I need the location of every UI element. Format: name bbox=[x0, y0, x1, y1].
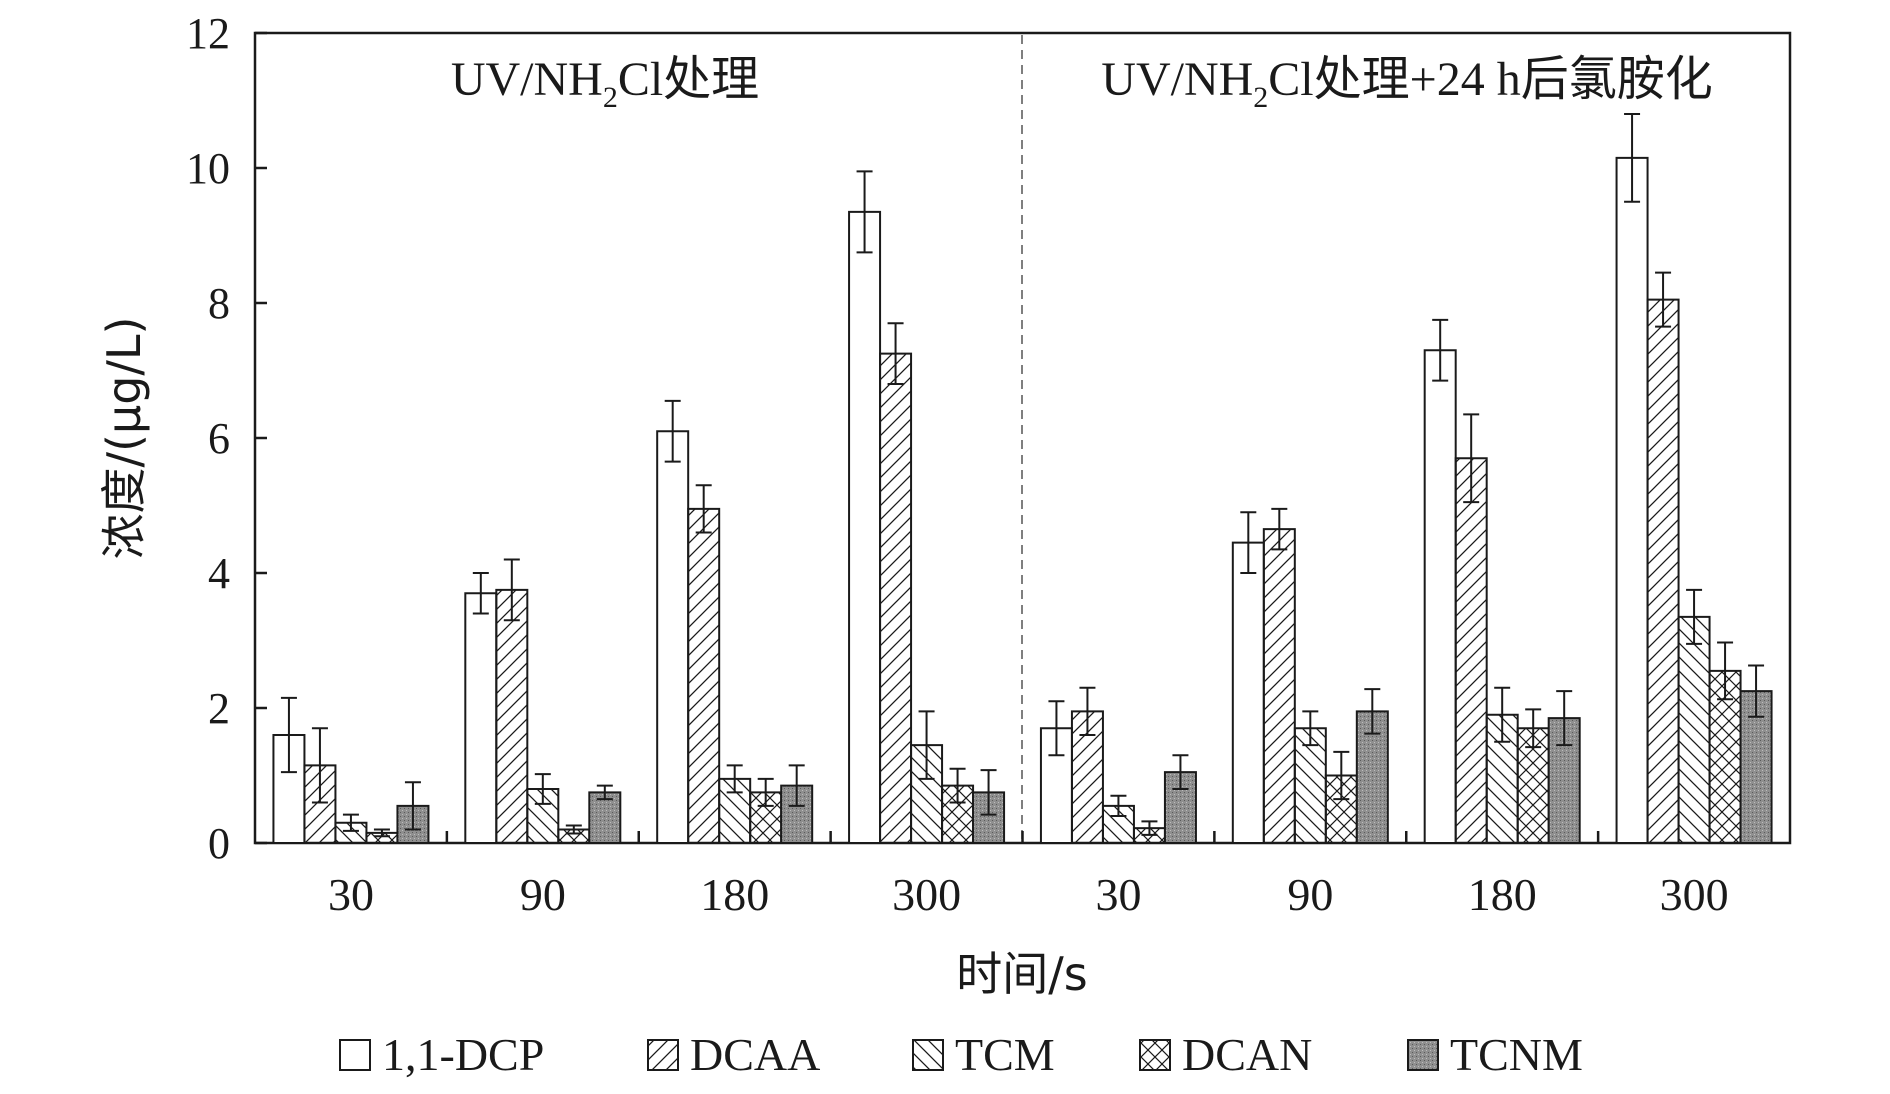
x-tick-label: 30 bbox=[1095, 869, 1141, 920]
panel-label-right-part1: UV/NH bbox=[1101, 53, 1253, 106]
x-tick-label: 90 bbox=[520, 869, 566, 920]
legend-label: DCAA bbox=[690, 1029, 820, 1080]
legend-label: TCM bbox=[955, 1029, 1055, 1080]
bar-dcaa-p1-c1 bbox=[1262, 528, 1296, 844]
panel-label-right-subscript: 2 bbox=[1253, 81, 1268, 114]
panel-label-left: UV/NH2Cl处理 bbox=[451, 53, 759, 114]
legend-label: 1,1-DCP bbox=[382, 1029, 544, 1080]
y-axis-title: 浓度/(μg/L) bbox=[97, 317, 151, 560]
y-tick-label: 12 bbox=[186, 9, 230, 58]
panel-label-right-part3: Cl处理+24 h后氯胺化 bbox=[1268, 53, 1712, 106]
bar-1-1-dcp-p0-c3 bbox=[848, 210, 882, 844]
panel-label-left-subscript: 2 bbox=[603, 81, 618, 114]
y-tick-label: 2 bbox=[208, 684, 230, 733]
panel-label-left-part3: Cl处理 bbox=[618, 53, 759, 106]
x-tick-label: 30 bbox=[328, 869, 374, 920]
legend-label: DCAN bbox=[1182, 1029, 1312, 1080]
x-tick-label: 300 bbox=[892, 869, 961, 920]
y-axis: 0 2 4 6 8 10 12 bbox=[186, 9, 267, 868]
bar-dcaa-p0-c1 bbox=[495, 588, 529, 844]
legend-swatch-dcaa bbox=[647, 1039, 679, 1071]
bar-1-1-dcp-p0-c1 bbox=[464, 592, 498, 844]
bar-dcaa-p1-c3 bbox=[1646, 298, 1680, 844]
bar-1-1-dcp-p1-c1 bbox=[1231, 541, 1265, 844]
y-tick-label: 8 bbox=[208, 279, 230, 328]
y-tick-label: 4 bbox=[208, 549, 230, 598]
legend-swatch-tcnm bbox=[1407, 1039, 1439, 1071]
bar-dcaa-p0-c3 bbox=[879, 352, 913, 844]
bar-1-1-dcp-p1-c3 bbox=[1615, 156, 1649, 844]
x-axis-title: 时间/s bbox=[956, 947, 1087, 1001]
bar-tcm-p1-c3 bbox=[1677, 615, 1711, 844]
bar-dcaa-p0-c2 bbox=[687, 507, 721, 844]
y-tick-label: 0 bbox=[208, 819, 230, 868]
legend-swatch-1-1-dcp bbox=[339, 1039, 371, 1071]
bar-1-1-dcp-p0-c2 bbox=[656, 430, 690, 844]
panel-label-left-part1: UV/NH bbox=[451, 53, 603, 106]
bar-1-1-dcp-p1-c2 bbox=[1423, 349, 1457, 844]
bars bbox=[272, 113, 1773, 845]
legend-swatch-tcm bbox=[912, 1039, 944, 1071]
bar-tcnm-p0-c1 bbox=[588, 791, 622, 844]
x-tick-label: 90 bbox=[1287, 869, 1333, 920]
bar-dcaa-p1-c2 bbox=[1454, 457, 1488, 844]
bar-tcnm-p1-c0 bbox=[1163, 771, 1197, 844]
legend-swatch-dcan bbox=[1139, 1039, 1171, 1071]
legend: 1,1-DCP DCAA TCM DCAN TCNM bbox=[339, 1029, 1583, 1080]
x-tick-label: 180 bbox=[700, 869, 769, 920]
x-tick-label: 300 bbox=[1660, 869, 1729, 920]
x-axis: 30 90 180 300 30 90 180 300 bbox=[328, 831, 1729, 920]
bar-tcnm-p1-c3 bbox=[1739, 690, 1773, 844]
x-tick-label: 180 bbox=[1468, 869, 1537, 920]
y-tick-label: 6 bbox=[208, 414, 230, 463]
legend-label: TCNM bbox=[1450, 1029, 1583, 1080]
y-tick-label: 10 bbox=[186, 144, 230, 193]
panel-label-right: UV/NH2Cl处理+24 h后氯胺化 bbox=[1101, 53, 1712, 114]
